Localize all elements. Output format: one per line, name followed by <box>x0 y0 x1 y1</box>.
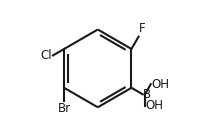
Text: F: F <box>139 22 146 35</box>
Text: OH: OH <box>146 99 164 112</box>
Text: Cl: Cl <box>41 49 52 62</box>
Text: OH: OH <box>151 78 169 91</box>
Text: Br: Br <box>57 102 71 115</box>
Text: B: B <box>143 88 151 101</box>
